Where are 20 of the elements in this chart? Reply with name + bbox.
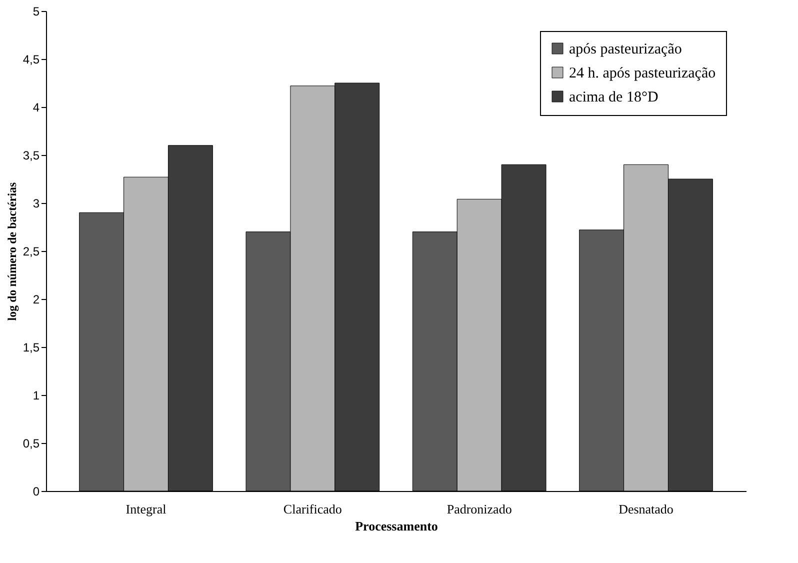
y-tick-label: 1 — [32, 388, 40, 402]
y-tick-label: 0 — [32, 484, 40, 498]
y-tick-label: 4 — [32, 100, 40, 114]
legend-label: 24 h. após pasteurização — [569, 66, 716, 82]
x-tick-label: Clarificado — [283, 502, 342, 516]
y-tick-label: 3 — [32, 196, 40, 210]
y-tick-label: 2,5 — [22, 244, 40, 258]
x-axis-title: Processamento — [355, 518, 438, 534]
y-tick-label: 5 — [32, 4, 40, 18]
y-tick-label: 3,5 — [22, 148, 40, 162]
x-tick-label: Padronizado — [446, 502, 512, 516]
y-tick-label: 4,5 — [22, 52, 40, 66]
y-axis-title: log do número de bactérias — [4, 182, 19, 321]
x-tick-label: Desnatado — [618, 502, 674, 516]
legend-label: após pasteurização — [569, 42, 682, 58]
legend-label: acima de 18°D — [569, 90, 658, 106]
y-tick-label: 2 — [32, 292, 40, 306]
y-tick-label: 0,5 — [22, 436, 40, 450]
x-tick-label: Integral — [126, 502, 167, 516]
y-tick-label: 1,5 — [22, 340, 40, 354]
